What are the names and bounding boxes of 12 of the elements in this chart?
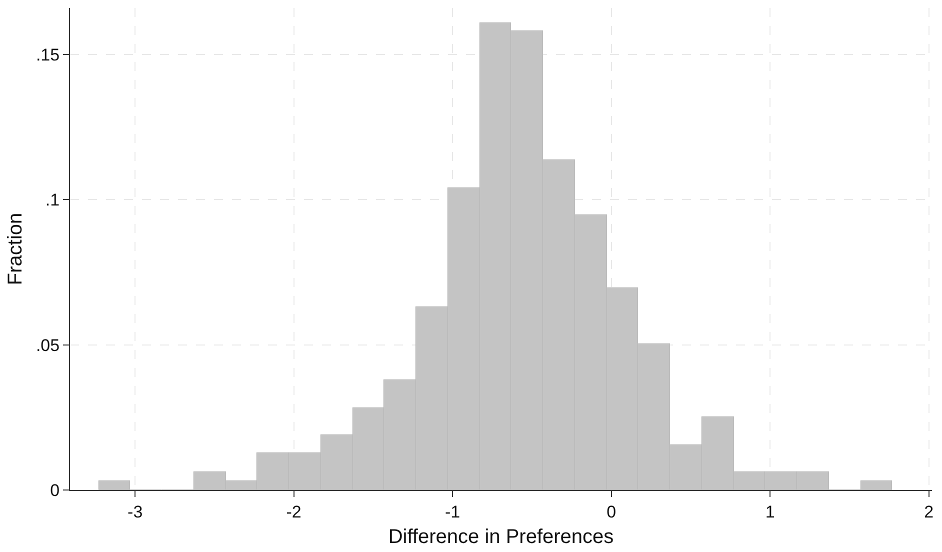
- y-tick-label: .15: [36, 45, 60, 64]
- x-tick-label: -2: [286, 502, 302, 522]
- x-axis-title: Difference in Preferences: [388, 526, 614, 548]
- y-tick-label: 0: [50, 480, 60, 500]
- x-tick-label: 1: [765, 502, 775, 522]
- y-axis-title: Fraction: [4, 212, 26, 286]
- x-tick-label: -3: [128, 502, 143, 522]
- x-tick-label: -1: [445, 502, 460, 522]
- x-tick-label: 0: [606, 502, 616, 522]
- y-tick-label: .1: [45, 190, 60, 210]
- y-tick-label: .05: [36, 336, 60, 355]
- x-tick-label: 2: [924, 502, 934, 522]
